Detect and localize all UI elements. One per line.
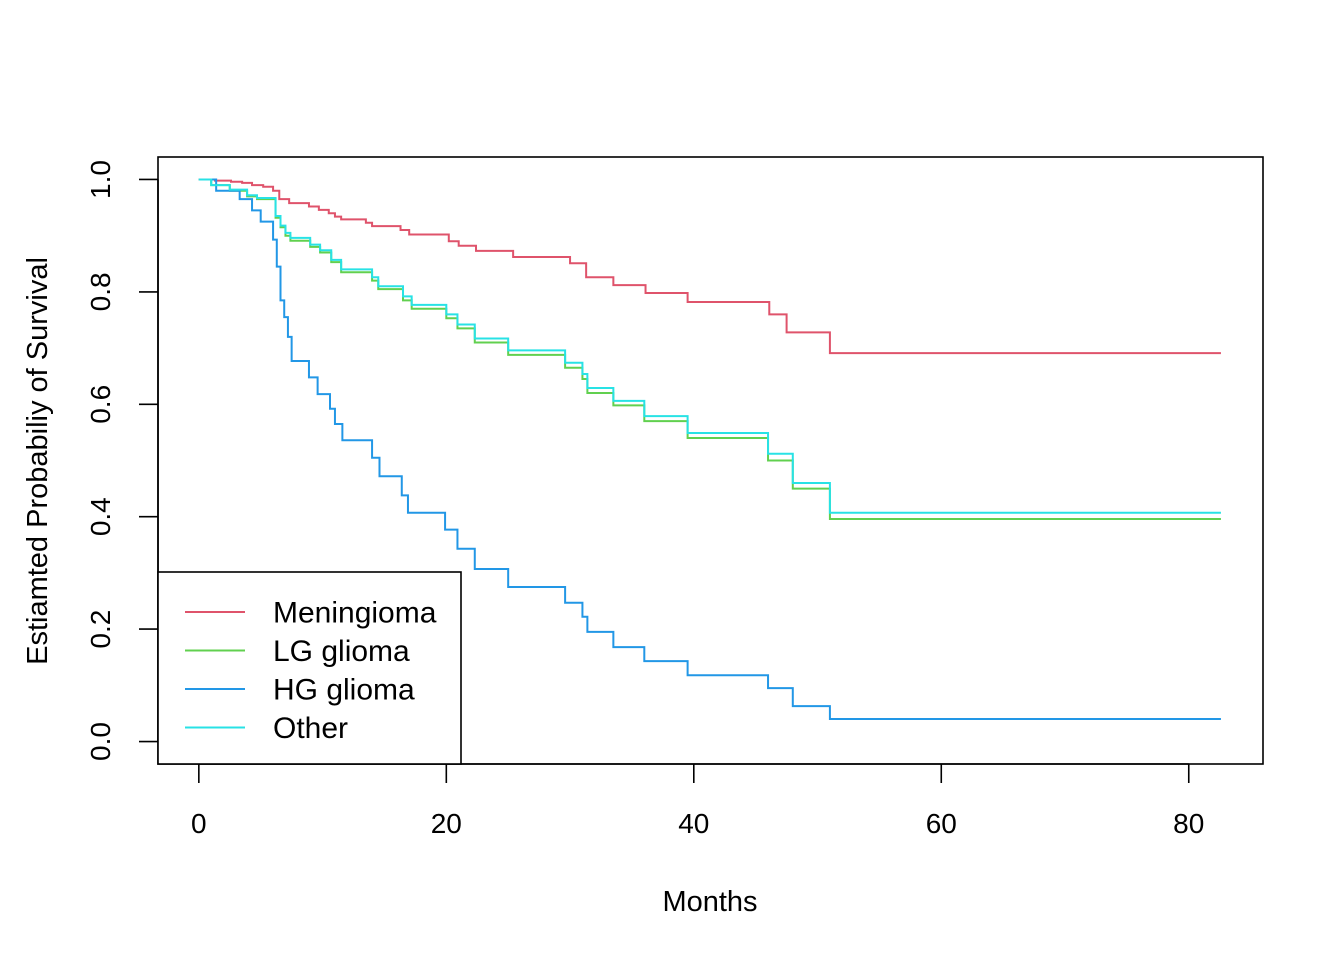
legend-label: HG glioma <box>273 674 415 707</box>
x-axis: 0 20 40 60 80 <box>191 763 1204 839</box>
series-line <box>198 178 1221 355</box>
y-axis: 0.0 0.2 0.4 0.6 0.8 1.0 <box>85 160 159 761</box>
x-tick-label: 20 <box>431 808 462 839</box>
series-layer <box>198 178 1221 721</box>
legend-label: LG glioma <box>273 635 410 668</box>
y-tick-label: 0.2 <box>85 610 116 649</box>
series-line <box>198 178 1221 721</box>
y-tick-label: 0.0 <box>85 722 116 761</box>
y-tick-label: 0.8 <box>85 272 116 311</box>
legend-label: Other <box>273 712 348 745</box>
series-line <box>198 178 1221 514</box>
y-tick-label: 0.6 <box>85 385 116 424</box>
series-line <box>198 178 1221 520</box>
x-tick-label: 60 <box>926 808 957 839</box>
x-axis-title: Months <box>662 886 757 918</box>
y-tick-label: 1.0 <box>85 160 116 199</box>
legend-label: Meningioma <box>273 597 437 630</box>
y-axis-title: Estiamted Probabiliy of Survival <box>22 257 54 665</box>
x-tick-label: 80 <box>1173 808 1204 839</box>
legend: Meningioma LG glioma HG glioma Other <box>157 571 462 765</box>
legend-box <box>157 571 462 765</box>
y-tick-label: 0.4 <box>85 497 116 536</box>
legend-entries: Meningioma LG glioma HG glioma Other <box>185 597 437 745</box>
x-tick-label: 40 <box>678 808 709 839</box>
x-tick-label: 0 <box>191 808 207 839</box>
